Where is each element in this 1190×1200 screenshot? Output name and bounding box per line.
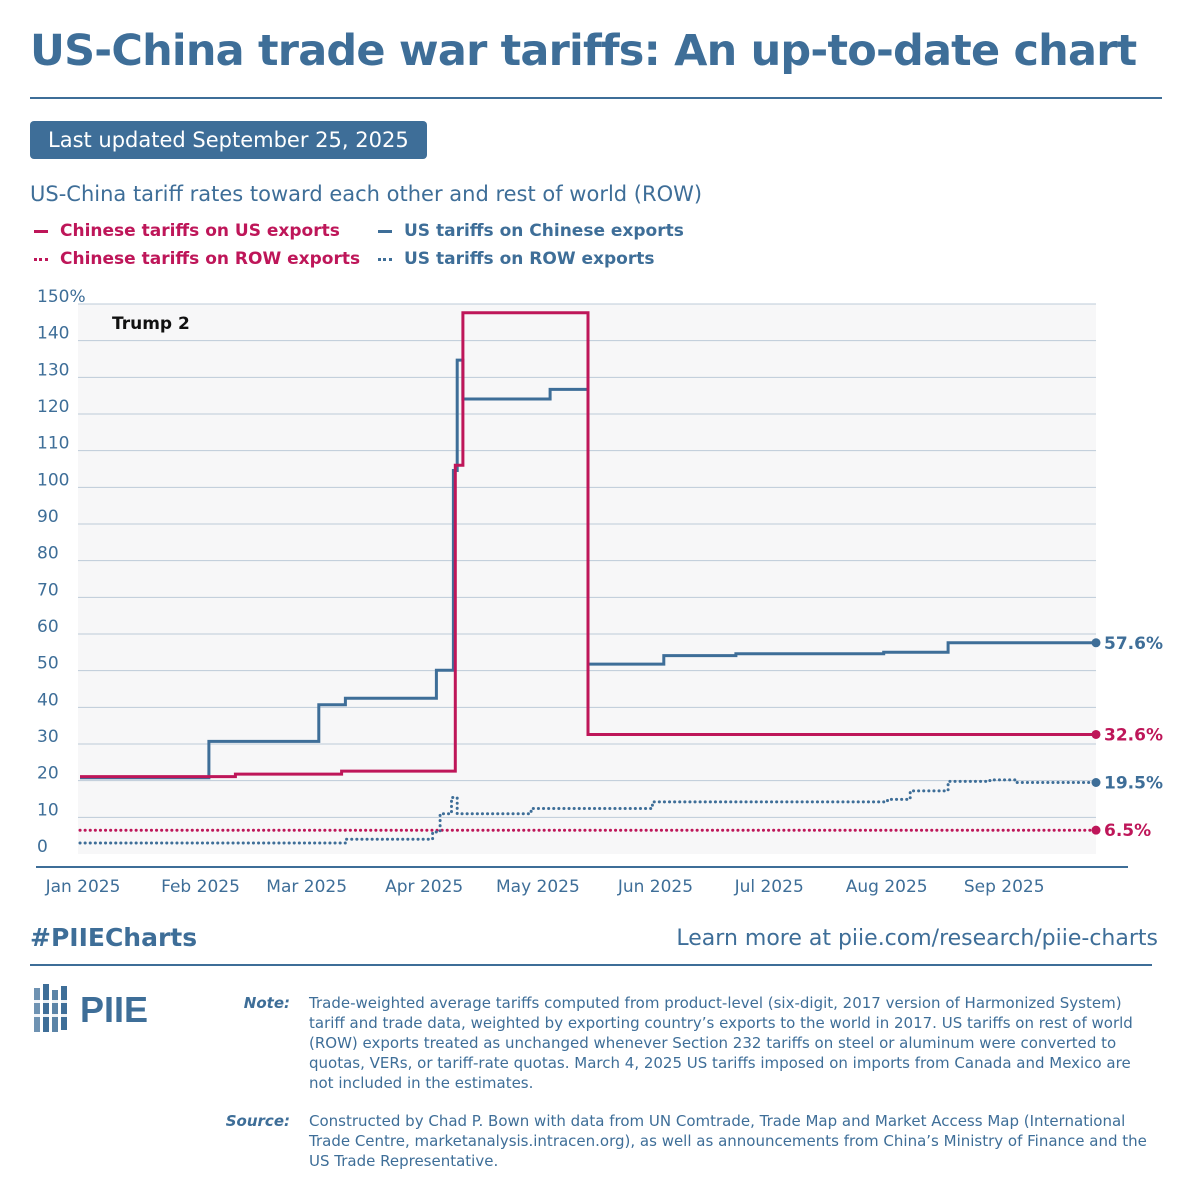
- x-tick-label: Aug 2025: [846, 877, 928, 897]
- trump2-annotation: Trump 2: [112, 314, 190, 334]
- x-tick-label: Jul 2025: [734, 877, 804, 897]
- series-line-2: [80, 311, 1096, 779]
- piie-logo-text: PIIE: [80, 989, 148, 1030]
- page-title: US-China trade war tariffs: An up-to-dat…: [30, 26, 1137, 76]
- series-end-point-4: [1091, 825, 1101, 835]
- source-text: Constructed by Chad P. Bown with data fr…: [309, 1112, 1147, 1170]
- x-tick-label: May 2025: [496, 877, 580, 897]
- legend-swatch-solid-red: [34, 229, 48, 233]
- series-end-point-2: [1091, 729, 1101, 739]
- y-tick-label: 20: [37, 764, 59, 784]
- legend-us-china: US tariffs on Chinese exports: [378, 220, 684, 242]
- note-label: Note:: [243, 994, 290, 1012]
- y-tick-label: 10: [37, 800, 59, 820]
- y-tick-label: 0: [37, 837, 48, 857]
- x-tick-label: Apr 2025: [385, 877, 463, 897]
- series-end-point-3: [1091, 778, 1101, 787]
- series-end-point-1: [1091, 638, 1101, 648]
- chart-subtitle: US-China tariff rates toward each other …: [30, 182, 703, 206]
- y-tick-label: 40: [37, 690, 59, 710]
- y-tick-label: 110: [37, 434, 69, 454]
- x-tick-label: Feb 2025: [161, 877, 240, 897]
- legend-swatch-solid-blue: [378, 229, 392, 233]
- legend-swatch-dotted-red: [34, 257, 48, 261]
- x-tick-label: Mar 2025: [266, 877, 347, 897]
- y-tick-label: 100: [37, 470, 69, 490]
- footer-divider: [30, 964, 1152, 966]
- y-tick-label: 80: [37, 544, 59, 564]
- x-tick-label: Jun 2025: [617, 877, 693, 897]
- y-tick-label: 30: [37, 727, 59, 747]
- series-end-label-2: 32.6%: [1104, 725, 1163, 745]
- y-tick-label: 60: [37, 617, 59, 637]
- series-end-label-4: 6.5%: [1104, 821, 1151, 841]
- y-tick-label: 90: [37, 507, 59, 527]
- source-label: Source:: [225, 1112, 290, 1130]
- title-divider: [30, 97, 1162, 99]
- piie-logo-mark-icon: [32, 984, 70, 1032]
- legend-china-row: Chinese tariffs on ROW exports: [34, 248, 360, 270]
- note-text: Trade-weighted average tariffs computed …: [309, 994, 1133, 1092]
- y-tick-label: 120: [37, 397, 69, 417]
- x-tick-label: Sep 2025: [964, 877, 1045, 897]
- tariff-chart: 150%1401301201101009080706050403020100Ja…: [36, 287, 1163, 897]
- y-tick-label: 70: [37, 580, 59, 600]
- series-end-label-1: 57.6%: [1104, 634, 1163, 654]
- legend-us-row: US tariffs on ROW exports: [378, 248, 654, 270]
- legend-swatch-dotted-blue: [378, 257, 392, 261]
- x-tick-label: Jan 2025: [45, 877, 121, 897]
- y-tick-label: 130: [37, 360, 69, 380]
- hashtag: #PIIECharts: [30, 923, 198, 952]
- legend-china-us: Chinese tariffs on US exports: [34, 220, 340, 242]
- y-tick-label: 50: [37, 654, 59, 674]
- series-end-label-3: 19.5%: [1104, 774, 1163, 794]
- y-tick-label: 150%: [37, 287, 86, 307]
- piie-logo: PIIE: [32, 984, 148, 1032]
- y-tick-label: 140: [37, 324, 69, 344]
- learn-more-link[interactable]: Learn more at piie.com/research/piie-cha…: [676, 926, 1158, 951]
- last-updated-badge: Last updated September 25, 2025: [30, 121, 427, 159]
